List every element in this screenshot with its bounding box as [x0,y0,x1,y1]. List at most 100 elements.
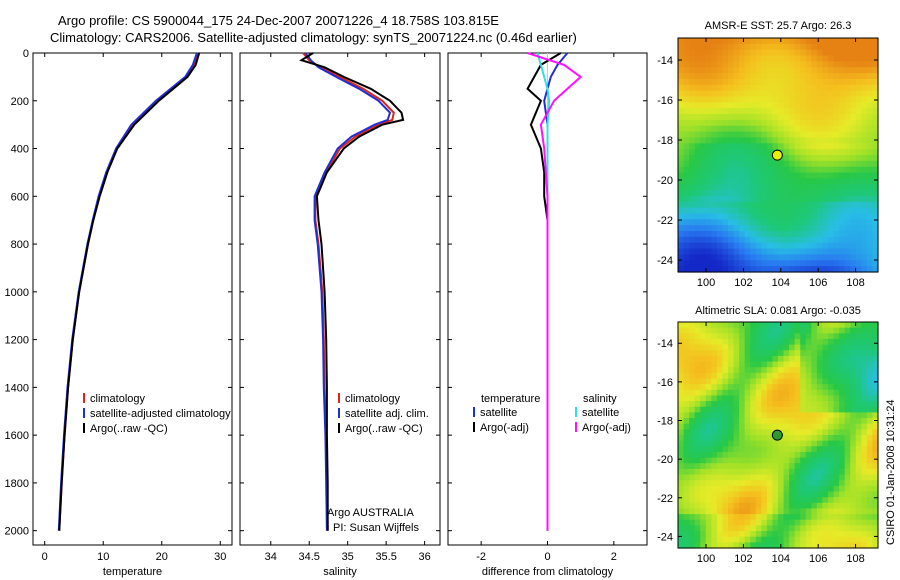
map-cell [689,463,696,470]
map-cell [866,485,874,493]
map-cell [744,514,751,521]
map-cell [844,90,851,98]
map-cell [850,254,857,261]
map-cell [716,43,724,51]
map-cell [844,327,851,334]
map-cell [805,355,812,363]
map-cell [844,195,851,203]
map-cell [716,225,724,232]
map-cell [855,137,862,144]
map-cell [744,378,751,385]
map-cell [705,355,712,363]
map-cell [722,213,729,220]
map-cell [855,155,862,162]
map-cell [833,435,840,442]
map-cell [811,266,818,273]
map-cell [800,43,807,51]
map-cell [839,497,846,504]
map-cell [716,73,724,80]
map-cell [866,446,874,453]
map-cell [739,149,746,156]
map-cell [728,355,735,363]
map-cell [750,497,757,504]
map-cell [800,327,807,334]
map-cell [700,160,707,168]
map-cell [750,378,757,385]
map-cell [711,423,718,430]
map-cell [750,338,757,346]
x-tick-label: 36 [418,551,430,563]
map-cell [822,457,829,464]
map-cell [744,322,751,329]
map-cell [794,260,801,267]
map-cell [689,219,696,226]
map-cell [805,418,812,425]
map-cell [733,266,740,273]
legend-item-label: satellite [582,407,619,419]
map-cell [733,108,740,115]
map-cell [700,525,707,532]
map-cell [694,190,701,197]
map-cell [839,327,846,334]
map-cell [705,508,712,515]
map-cell [789,406,796,413]
map-cell [839,338,846,346]
map-cell [778,497,785,504]
map-cell [772,440,779,447]
map-cell [716,327,724,334]
map-cell [828,491,835,498]
map-cell [716,125,724,133]
map-cell [689,525,696,532]
map-cell [678,61,685,68]
map-cell [805,43,812,51]
map-cell [844,412,851,419]
map-cell [761,338,768,346]
map-cell [722,384,729,391]
map-cell [694,355,701,363]
map-cell [811,423,818,430]
map-cell [761,514,768,521]
map-cell [744,242,751,250]
map-cell [794,480,801,487]
map-cell [711,242,718,250]
map-cell [678,149,685,156]
map-cell [833,260,840,267]
map-cell [744,190,751,197]
map-cell [772,474,779,481]
map-cell [811,412,818,419]
map-cell [811,497,818,504]
map-cell [872,201,879,209]
map-cell [844,519,851,526]
map-cell [694,254,701,261]
map-cell [805,231,812,238]
map-cell [872,225,879,232]
map-cell [839,367,846,374]
sst-map: 100 102 104 106 108-14-16-18-20-22-24 [657,37,879,289]
map-cell [872,248,879,256]
map-cell [833,61,840,68]
map-cell [783,178,790,185]
map-cell [822,418,829,425]
map-cell [728,242,735,250]
map-cell [822,219,829,226]
map-cell [761,108,768,115]
map-cell [772,73,779,80]
map-cell [700,401,707,408]
map-cell [850,149,857,156]
map-cell [772,201,779,209]
map-cell [844,166,851,174]
map-cell [861,355,868,363]
map-cell [855,172,862,179]
map-cell [861,406,868,413]
y-tick-label: -24 [657,531,673,543]
map-cell [761,61,768,68]
map-cell [739,73,746,80]
map-cell [766,254,774,261]
map-cell [700,384,707,391]
map-cell [800,463,807,470]
map-cell [700,266,707,273]
map-cell [839,361,846,368]
map-cell [772,480,779,487]
map-cell [778,143,785,150]
map-cell [850,389,857,397]
